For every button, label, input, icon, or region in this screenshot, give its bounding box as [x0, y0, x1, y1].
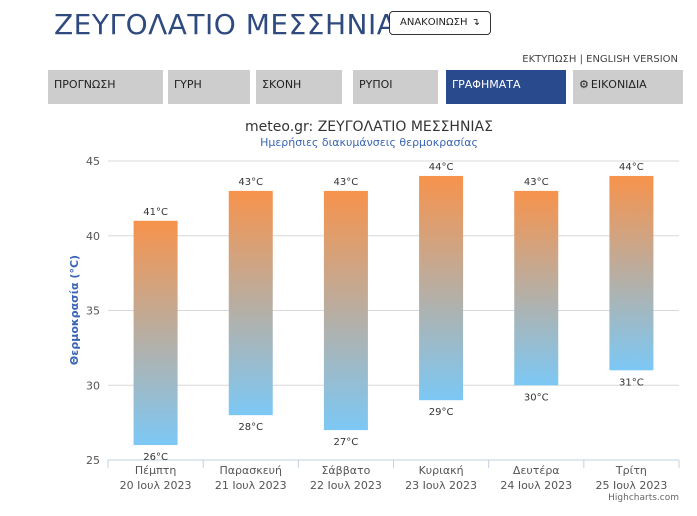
main-nav: ΠΡΟΓΝΩΣΗ ΓΥΡΗ ΣΚΟΝΗ ΡΥΠΟΙ ΓΡΑΦΗΜΑΤΑ ⚙ ΕΙΚ… — [48, 70, 683, 105]
tab-charts[interactable]: ΓΡΑΦΗΜΑΤΑ — [446, 70, 566, 104]
y-tick-label: 45 — [86, 155, 100, 168]
y-tick-label: 25 — [86, 454, 100, 467]
x-tick-date-label: 20 Ιουλ 2023 — [120, 479, 192, 492]
arrow-down-turn-icon: ↴ — [471, 17, 480, 28]
x-tick-day-label: Παρασκευή — [220, 464, 283, 477]
gear-icon: ⚙ — [579, 78, 589, 91]
chart-subtitle: Ημερήσιες διακυμάνσεις θερμοκρασίας — [260, 136, 478, 149]
tab-label: ΓΥΡΗ — [174, 78, 202, 91]
tab-pollen[interactable]: ΓΥΡΗ — [168, 70, 250, 104]
print-link[interactable]: ΕΚΤΥΠΩΣΗ — [522, 54, 577, 65]
y-axis-title: Θερμοκρασία (°C) — [68, 255, 81, 365]
tab-dust[interactable]: ΣΚΟΝΗ — [256, 70, 342, 104]
temperature-range-bar[interactable] — [323, 190, 368, 431]
temperature-range-bar[interactable] — [609, 175, 654, 371]
temperature-range-bar[interactable] — [419, 175, 464, 401]
page-title: ΖΕΥΓΟΛΑΤΙΟ ΜΕΣΣΗΝΙΑΣ — [54, 8, 415, 41]
tab-label: ΡΥΠΟΙ — [359, 78, 393, 91]
low-temp-label: 27°C — [334, 437, 359, 448]
top-links: ΕΚΤΥΠΩΣΗ | ENGLISH VERSION — [522, 54, 678, 65]
x-tick-date-label: 23 Ιουλ 2023 — [405, 479, 477, 492]
x-tick-date-label: 22 Ιουλ 2023 — [310, 479, 382, 492]
x-tick-day-label: Κυριακή — [419, 464, 464, 477]
x-tick-day-label: Πέμπτη — [135, 464, 176, 477]
tab-icons[interactable]: ⚙ ΕΙΚΟΝΙΔΙΑ — [573, 70, 683, 104]
temperature-range-bar[interactable] — [514, 190, 559, 386]
low-temp-label: 28°C — [238, 422, 263, 433]
x-tick-day-label: Σάββατο — [321, 464, 370, 477]
high-temp-label: 43°C — [238, 177, 263, 188]
english-version-link[interactable]: ENGLISH VERSION — [586, 54, 678, 65]
announce-button[interactable]: ΑΝΑΚΟΙΝΩΣΗ ↴ — [389, 11, 491, 35]
low-temp-label: 31°C — [619, 377, 644, 388]
x-tick-date-label: 24 Ιουλ 2023 — [500, 479, 572, 492]
tab-label: ΣΚΟΝΗ — [262, 78, 302, 91]
tab-label: ΠΡΟΓΝΩΣΗ — [54, 78, 116, 91]
high-temp-label: 43°C — [334, 177, 359, 188]
high-temp-label: 41°C — [143, 207, 168, 218]
y-tick-label: 30 — [86, 379, 100, 392]
y-tick-label: 35 — [86, 305, 100, 318]
high-temp-label: 44°C — [429, 162, 454, 173]
high-temp-label: 43°C — [524, 177, 549, 188]
y-tick-label: 40 — [86, 230, 100, 243]
x-tick-day-label: Τρίτη — [615, 464, 647, 477]
x-tick-date-label: 25 Ιουλ 2023 — [595, 479, 667, 492]
chart-title: meteo.gr: ΖΕΥΓΟΛΑΤΙΟ ΜΕΣΣΗΝΙΑΣ — [245, 119, 493, 135]
tab-label: ΓΡΑΦΗΜΑΤΑ — [452, 78, 521, 91]
temperature-range-bar[interactable] — [133, 220, 178, 446]
x-tick-date-label: 21 Ιουλ 2023 — [215, 479, 287, 492]
tab-forecast[interactable]: ΠΡΟΓΝΩΣΗ — [48, 70, 163, 104]
low-temp-label: 26°C — [143, 452, 168, 463]
low-temp-label: 29°C — [429, 407, 454, 418]
tab-pollutants[interactable]: ΡΥΠΟΙ — [353, 70, 438, 104]
tab-label: ΕΙΚΟΝΙΔΙΑ — [590, 78, 647, 91]
temperature-range-bar[interactable] — [228, 190, 273, 416]
announce-label: ΑΝΑΚΟΙΝΩΣΗ — [400, 17, 468, 28]
chart-credits[interactable]: Highcharts.com — [608, 493, 679, 503]
high-temp-label: 44°C — [619, 162, 644, 173]
x-tick-day-label: Δευτέρα — [513, 464, 560, 477]
low-temp-label: 30°C — [524, 392, 549, 403]
link-separator: | — [579, 54, 583, 65]
